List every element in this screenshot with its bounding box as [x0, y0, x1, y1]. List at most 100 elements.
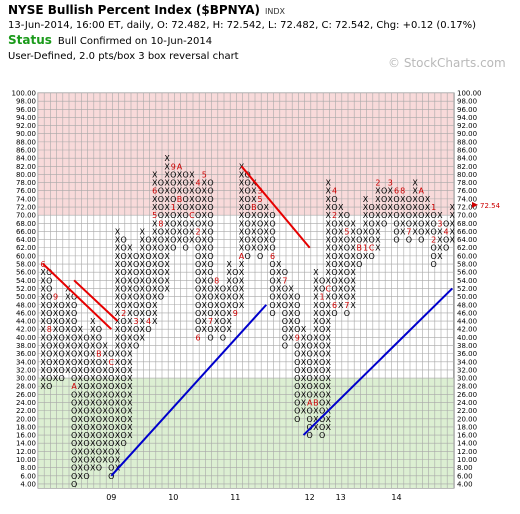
x-mark: X — [239, 187, 245, 196]
x-mark: X — [276, 260, 282, 269]
x-mark: X — [40, 358, 46, 367]
o-mark: O — [183, 195, 189, 204]
x-mark: X — [102, 374, 108, 383]
current-value-marker — [472, 201, 478, 208]
x-mark: X — [164, 195, 170, 204]
x-mark: X — [202, 252, 208, 261]
o-mark: O — [282, 301, 288, 310]
o-mark: O — [269, 293, 275, 302]
x-mark: X — [90, 439, 96, 448]
y-tick-label-right: 60.00 — [457, 252, 477, 260]
o-mark: O — [108, 423, 114, 432]
o-mark: O — [369, 203, 375, 212]
month-mark: A — [307, 398, 313, 407]
x-mark: X — [164, 252, 170, 261]
o-mark: O — [307, 374, 313, 383]
x-mark: X — [90, 455, 96, 464]
o-mark: O — [133, 309, 139, 318]
o-mark: O — [294, 293, 300, 302]
x-mark: X — [202, 211, 208, 220]
month-mark: 7 — [344, 301, 349, 310]
y-tick-label-left: 60.00 — [16, 252, 36, 260]
x-mark: X — [313, 423, 319, 432]
x-mark: X — [152, 268, 158, 277]
x-mark: X — [115, 366, 121, 375]
x-mark: X — [239, 219, 245, 228]
x-mark: X — [400, 211, 406, 220]
x-mark: X — [301, 398, 307, 407]
o-mark: O — [381, 211, 387, 220]
o-mark: O — [121, 423, 127, 432]
x-mark: X — [40, 366, 46, 375]
o-mark: O — [46, 268, 52, 277]
y-tick-label-right: 48.00 — [457, 301, 477, 309]
o-mark: O — [71, 415, 77, 424]
o-mark: O — [46, 382, 52, 391]
y-tick-label-right: 34.00 — [457, 358, 477, 366]
x-mark: X — [338, 227, 344, 236]
o-mark: O — [294, 390, 300, 399]
o-mark: O — [59, 301, 65, 310]
month-mark: 2 — [375, 179, 380, 188]
o-mark: O — [183, 244, 189, 253]
o-mark: O — [96, 464, 102, 473]
y-tick-label-left: 32.00 — [16, 366, 36, 374]
o-mark: O — [145, 252, 151, 261]
o-mark: O — [443, 244, 449, 253]
x-mark: X — [301, 333, 307, 342]
x-mark: X — [375, 203, 381, 212]
x-mark: X — [338, 260, 344, 269]
y-tick-label-right: 44.00 — [457, 318, 477, 326]
x-mark: X — [115, 390, 121, 399]
x-mark: X — [65, 293, 71, 302]
o-mark: O — [108, 455, 114, 464]
o-mark: O — [393, 236, 399, 245]
x-mark: X — [338, 293, 344, 302]
o-mark: O — [207, 236, 213, 245]
x-mark: X — [251, 179, 257, 188]
y-tick-label-right: 72.00 — [457, 204, 477, 212]
x-mark: X — [78, 350, 84, 359]
o-mark: O — [220, 293, 226, 302]
x-mark: X — [288, 317, 294, 326]
o-mark: O — [331, 195, 337, 204]
x-mark: X — [90, 333, 96, 342]
oversold-zone — [38, 378, 454, 488]
x-mark: X — [239, 276, 245, 285]
o-mark: O — [307, 350, 313, 359]
x-mark: X — [152, 317, 158, 326]
o-mark: O — [195, 276, 201, 285]
y-tick-label-left: 56.00 — [16, 269, 36, 277]
o-mark: O — [59, 333, 65, 342]
o-mark: O — [46, 293, 52, 302]
o-mark: O — [108, 447, 114, 456]
y-tick-label-right: 8.00 — [457, 464, 473, 472]
month-mark: A — [71, 382, 77, 391]
x-mark: X — [326, 390, 332, 399]
o-mark: O — [431, 252, 437, 261]
o-mark: O — [121, 398, 127, 407]
o-mark: O — [406, 211, 412, 220]
x-mark: X — [90, 374, 96, 383]
y-tick-label-right: 90.00 — [457, 130, 477, 138]
o-mark: O — [257, 203, 263, 212]
x-mark: X — [140, 293, 146, 302]
y-tick-label-right: 76.00 — [457, 187, 477, 195]
x-mark: X — [115, 439, 121, 448]
o-mark: O — [331, 293, 337, 302]
x-mark: X — [164, 154, 170, 163]
o-mark: O — [294, 366, 300, 375]
o-mark: O — [207, 325, 213, 334]
o-mark: O — [319, 382, 325, 391]
x-mark: X — [140, 260, 146, 269]
o-mark: O — [195, 219, 201, 228]
y-tick-label-left: 26.00 — [16, 391, 36, 399]
x-mark: X — [78, 472, 84, 481]
x-mark: X — [202, 325, 208, 334]
y-tick-label-right: 80.00 — [457, 171, 477, 179]
x-mark: X — [127, 358, 133, 367]
o-mark: O — [108, 431, 114, 440]
o-mark: O — [319, 374, 325, 383]
x-mark: X — [115, 447, 121, 456]
x-mark: X — [152, 227, 158, 236]
